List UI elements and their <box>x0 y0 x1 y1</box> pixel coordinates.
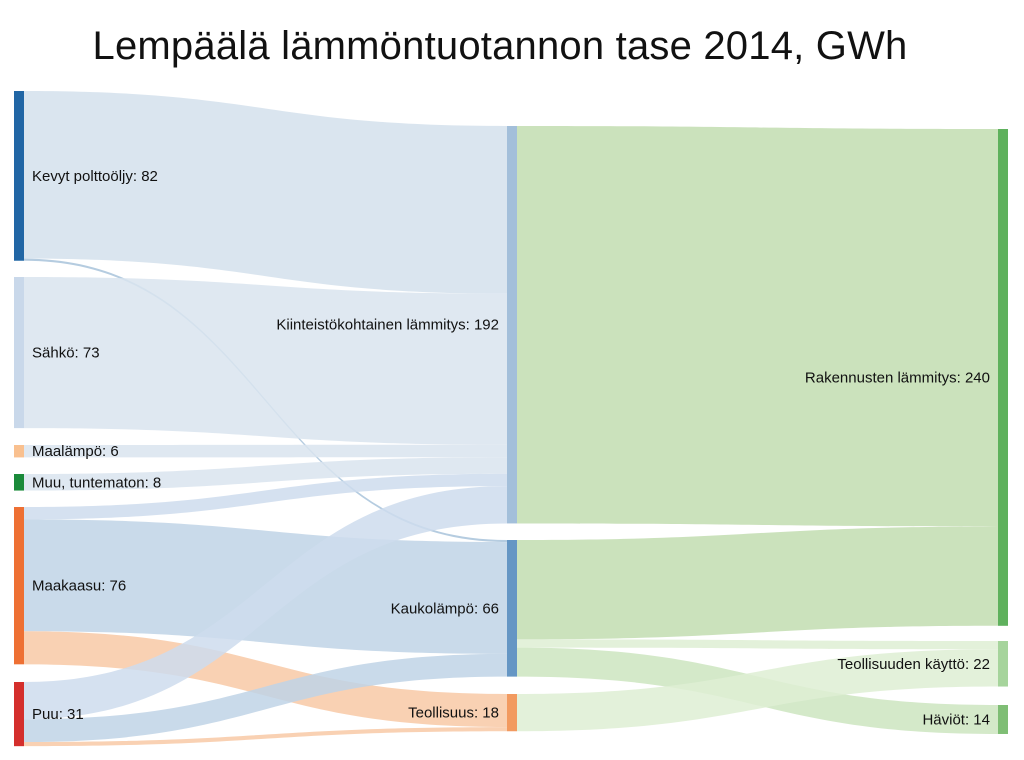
sankey-node-label-rak: Rakennusten lämmitys: 240 <box>805 369 990 386</box>
sankey-link-kauko-to-rak <box>517 526 998 640</box>
sankey-link-puu-to-kiint <box>24 486 507 720</box>
sankey-node-rak <box>998 129 1008 626</box>
sankey-link-kiint-to-rak <box>517 126 998 527</box>
sankey-node-label-teolkay: Teollisuuden käyttö: 22 <box>837 656 990 673</box>
sankey-node-haviot <box>998 705 1008 734</box>
sankey-node-label-kevyt: Kevyt polttoöljy: 82 <box>32 168 158 185</box>
sankey-node-label-maalampo: Maalämpö: 6 <box>32 443 119 460</box>
sankey-node-label-sahko: Sähkö: 73 <box>32 345 100 362</box>
sankey-node-muu <box>14 474 24 491</box>
sankey-link-muu-to-kiint <box>24 457 507 491</box>
sankey-link-kevyt-to-kiint <box>24 91 507 294</box>
sankey-node-teoll <box>507 694 517 732</box>
sankey-link-sahko-to-kiint <box>24 277 507 445</box>
sankey-labels: Kevyt polttoöljy: 82 Sähkö: 73 Maalämpö: 6… <box>32 168 990 729</box>
sankey-node-label-maakaasu: Maakaasu: 76 <box>32 578 126 595</box>
sankey-node-label-haviot: Häviöt: 14 <box>922 711 990 728</box>
sankey-node-kauko <box>507 540 517 677</box>
sankey-node-sahko <box>14 277 24 429</box>
chart-title: Lempäälä lämmöntuotannon tase 2014, GWh <box>92 24 908 68</box>
sankey-link-puu-to-teoll <box>24 727 507 747</box>
sankey-link-kauko-to-teolkay <box>517 639 998 650</box>
sankey-link-puu-to-kauko <box>24 653 507 743</box>
sankey-links <box>24 91 998 747</box>
sankey-node-label-muu: Muu, tuntematon: 8 <box>32 474 161 491</box>
sankey-node-teolkay <box>998 641 1008 687</box>
sankey-node-kiint <box>507 126 517 524</box>
sankey-node-label-kauko: Kaukolämpö: 66 <box>391 600 499 617</box>
sankey-node-label-puu: Puu: 31 <box>32 706 84 723</box>
sankey-link-teoll-to-teolkay <box>517 649 998 732</box>
sankey-node-maalampo <box>14 445 24 458</box>
sankey-node-label-teoll: Teollisuus: 18 <box>408 705 499 722</box>
sankey-node-puu <box>14 682 24 747</box>
sankey-node-label-kiint: Kiinteistökohtainen lämmitys: 192 <box>276 317 499 334</box>
sankey-node-maakaasu <box>14 507 24 665</box>
sankey-nodes <box>14 91 1008 747</box>
sankey-link-maalampo-to-kiint <box>24 444 507 458</box>
sankey-link-maakaasu-to-kiint <box>24 473 507 520</box>
sankey-node-kevyt <box>14 91 24 261</box>
sankey-link-maakaasu-to-teoll <box>24 631 507 728</box>
